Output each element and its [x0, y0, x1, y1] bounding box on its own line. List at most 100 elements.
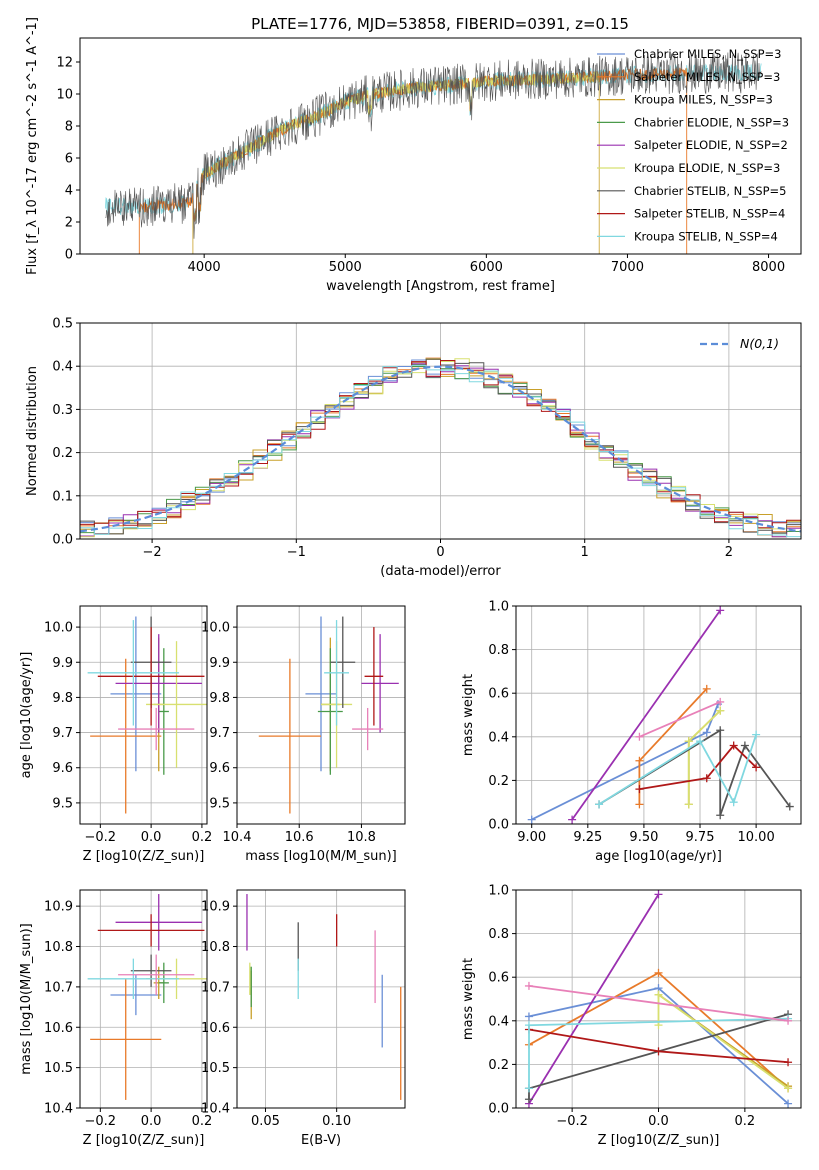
- x-tick-label: −0.2: [556, 1114, 588, 1129]
- age-vs-metallicity-panel: −0.2 0.0 0.2 9.5 9.6 9.7 9.8 9.9 10.0 Z [log10(Z/…: [19, 605, 212, 864]
- weight-marker: [752, 763, 761, 772]
- y-tick-label: 0.0: [488, 818, 509, 833]
- weight-line-kroupa-stelib: [598, 734, 757, 806]
- axes-frame: [79, 322, 802, 540]
- legend-label: Kroupa MILES, N_SSP=3: [634, 93, 773, 107]
- y-tick-label: 0: [65, 248, 73, 263]
- weight-marker: [696, 737, 705, 746]
- legend-label: Salpeter STELIB, N_SSP=4: [634, 207, 785, 221]
- weight-marker: [524, 1012, 533, 1021]
- spectrum-legend: Chabrier MILES, N_SSP=3 Salpeter MILES, N…: [597, 47, 789, 243]
- weight-marker: [635, 756, 644, 765]
- weight-marker: [524, 981, 533, 990]
- weight-line-kroupa-elodie: [657, 992, 789, 1090]
- weight-marker: [524, 1095, 533, 1104]
- axes-frame: [79, 37, 802, 255]
- x-tick-label: 10.4: [223, 830, 252, 845]
- y-tick-label: 9.6: [209, 761, 230, 776]
- x-axis-label: (data-model)/error: [380, 564, 501, 579]
- weight-marker: [635, 732, 644, 741]
- weight-marker: [729, 741, 738, 750]
- y-tick-label: 10.5: [201, 1061, 230, 1076]
- weight-marker: [524, 1084, 533, 1093]
- weight-line-pink: [528, 985, 789, 1022]
- y-tick-label: 0.4: [488, 730, 509, 745]
- errorbars: [87, 616, 207, 814]
- y-tick-label: 0.0: [52, 533, 73, 548]
- x-axis-label: wavelength [Angstrom, rest frame]: [326, 279, 555, 294]
- y-tick-label: 0.2: [488, 774, 509, 789]
- weight-marker: [595, 800, 604, 809]
- weight-marker: [684, 800, 693, 809]
- weight-marker: [635, 785, 644, 794]
- y-tick-label: 10.8: [201, 940, 230, 955]
- y-tick-label: 10.4: [44, 1102, 73, 1117]
- y-tick-label: 10.7: [201, 980, 230, 995]
- spectrum-panel: 4000 5000 6000 7000 8000 0 2 4 6 8 10 12 wavelength …: [25, 17, 802, 294]
- y-tick-label: 9.5: [209, 796, 230, 811]
- y-tick-label: 0.2: [52, 446, 73, 461]
- errorbars: [87, 894, 207, 1100]
- y-tick-label: 0.3: [52, 403, 73, 418]
- y-tick-label: 0.0: [488, 1102, 509, 1117]
- y-tick-label: 10.7: [44, 980, 73, 995]
- axes-frame: [515, 889, 802, 1109]
- x-tick-label: 9.25: [573, 830, 602, 845]
- y-axis-label: mass weight: [461, 674, 476, 756]
- y-tick-label: 12: [56, 56, 73, 71]
- axes-frame: [79, 605, 208, 825]
- x-axis-label: Z [log10(Z/Z_sun)]: [598, 1133, 720, 1148]
- x-tick-label: 9.00: [517, 830, 546, 845]
- y-tick-label: 10.9: [201, 900, 230, 915]
- spectrum-lines: [105, 52, 762, 254]
- x-axis-label: E(B-V): [301, 1133, 341, 1148]
- x-tick-label: 10.00: [738, 830, 775, 845]
- x-axis-label: Z [log10(Z/Z_sun)]: [83, 849, 205, 864]
- weight-marker: [716, 706, 725, 715]
- axes-frame: [79, 889, 208, 1109]
- x-tick-label: −0.2: [85, 1114, 117, 1129]
- axes-frame: [236, 889, 406, 1109]
- y-tick-label: 10.0: [44, 621, 73, 636]
- weight-line-salpeter-elodie: [528, 893, 660, 1105]
- x-tick-label: 9.75: [686, 830, 715, 845]
- weight-marker: [702, 684, 711, 693]
- y-tick-label: 10.8: [44, 940, 73, 955]
- weight-line-kroupa-elodie: [687, 709, 721, 805]
- weight-marker: [654, 1047, 663, 1056]
- y-axis-label: mass weight: [461, 958, 476, 1040]
- weight-marker: [716, 811, 725, 820]
- x-tick-label: 0.0: [141, 830, 162, 845]
- x-tick-label: 2: [725, 545, 733, 560]
- age-vs-mass-panel: 10.4 10.6 10.8 9.5 9.6 9.7 9.8 9.9 10.0 mass [log…: [201, 605, 406, 864]
- weight-marker: [702, 728, 711, 737]
- y-tick-label: 10.5: [44, 1061, 73, 1076]
- weight-marker: [752, 730, 761, 739]
- y-tick-label: 0.8: [488, 643, 509, 658]
- y-tick-label: 8: [65, 120, 73, 135]
- y-tick-label: 10.6: [44, 1021, 73, 1036]
- mass-vs-ebv-panel: 0.05 0.10 10.4 10.5 10.6 10.7 10.8 10.9 E(B-V): [201, 889, 406, 1148]
- y-tick-label: 10.4: [201, 1102, 230, 1117]
- y-tick-label: 9.8: [52, 691, 73, 706]
- mass-vs-metallicity-panel: −0.2 0.0 0.2 10.4 10.5 10.6 10.7 10.8 10.9 Z [log…: [19, 889, 212, 1148]
- figure-title: PLATE=1776, MJD=53858, FIBERID=0391, z=0…: [251, 15, 629, 33]
- weight-series: [524, 890, 793, 1108]
- weight-marker: [684, 737, 693, 746]
- y-tick-label: 4: [65, 184, 73, 199]
- spectrum-series-chabrier-stelib: [105, 52, 762, 239]
- y-tick-label: 1.0: [488, 600, 509, 615]
- y-tick-label: 0.4: [52, 360, 73, 375]
- x-tick-label: 6000: [470, 260, 503, 275]
- y-tick-label: 9.8: [209, 691, 230, 706]
- errorbars: [246, 894, 402, 1100]
- weight-marker: [740, 741, 749, 750]
- y-tick-label: 9.9: [52, 656, 73, 671]
- legend-label: Salpeter MILES, N_SSP=3: [634, 70, 780, 84]
- residuals-panel: −2 −1 0 1 2 0.0 0.1 0.2 0.3 0.4 0.5 (data-model)/er…: [25, 317, 802, 579]
- weight-marker: [702, 774, 711, 783]
- residual-legend: N(0,1): [700, 336, 779, 351]
- weight-marker: [524, 1021, 533, 1030]
- weight-marker: [716, 697, 725, 706]
